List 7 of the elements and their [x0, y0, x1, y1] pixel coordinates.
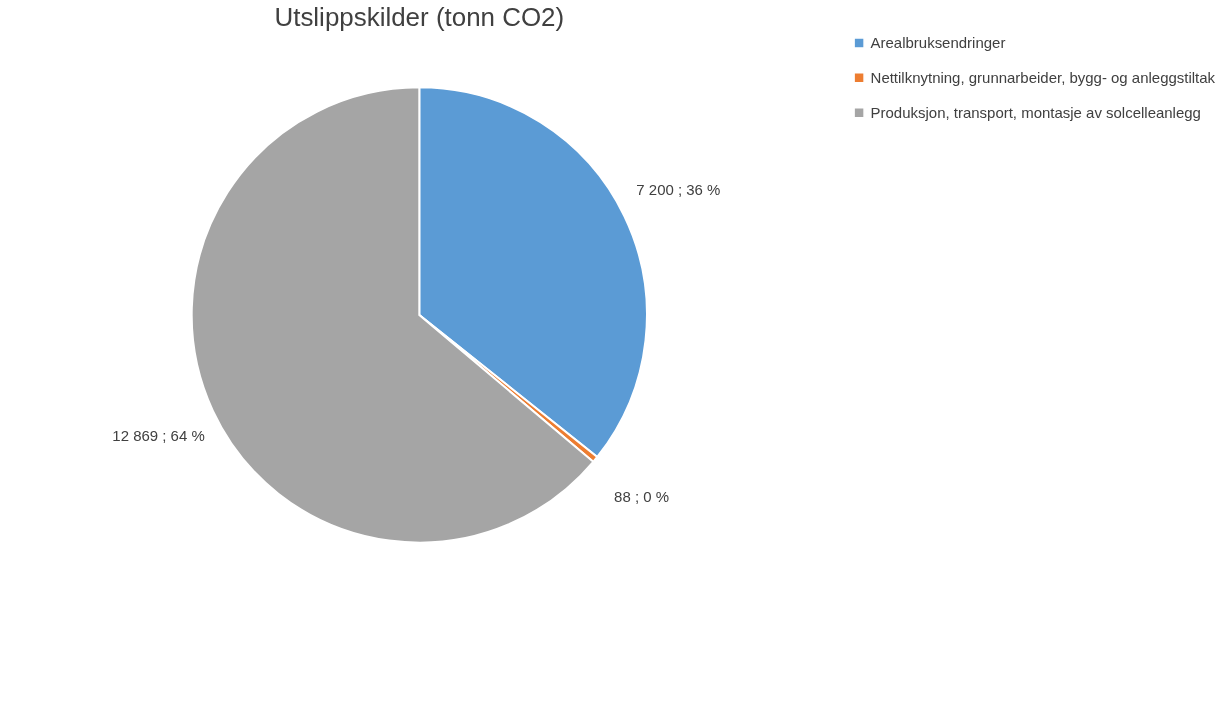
legend-label: Arealbruksendringer — [870, 33, 1006, 51]
legend-label: Nettilknytning, grunnarbeider, bygg- og anleggstiltak — [870, 68, 1216, 86]
chart-title: Utslippskilder (tonn CO2) — [274, 3, 565, 32]
data-label: 7 200 ; 36 % — [636, 181, 721, 199]
legend-label: Produksjon, transport, montasje av solcelleanlegg — [870, 103, 1201, 121]
data-label: 88 ; 0 % — [614, 488, 670, 506]
data-label: 12 869 ; 64 % — [112, 427, 205, 445]
